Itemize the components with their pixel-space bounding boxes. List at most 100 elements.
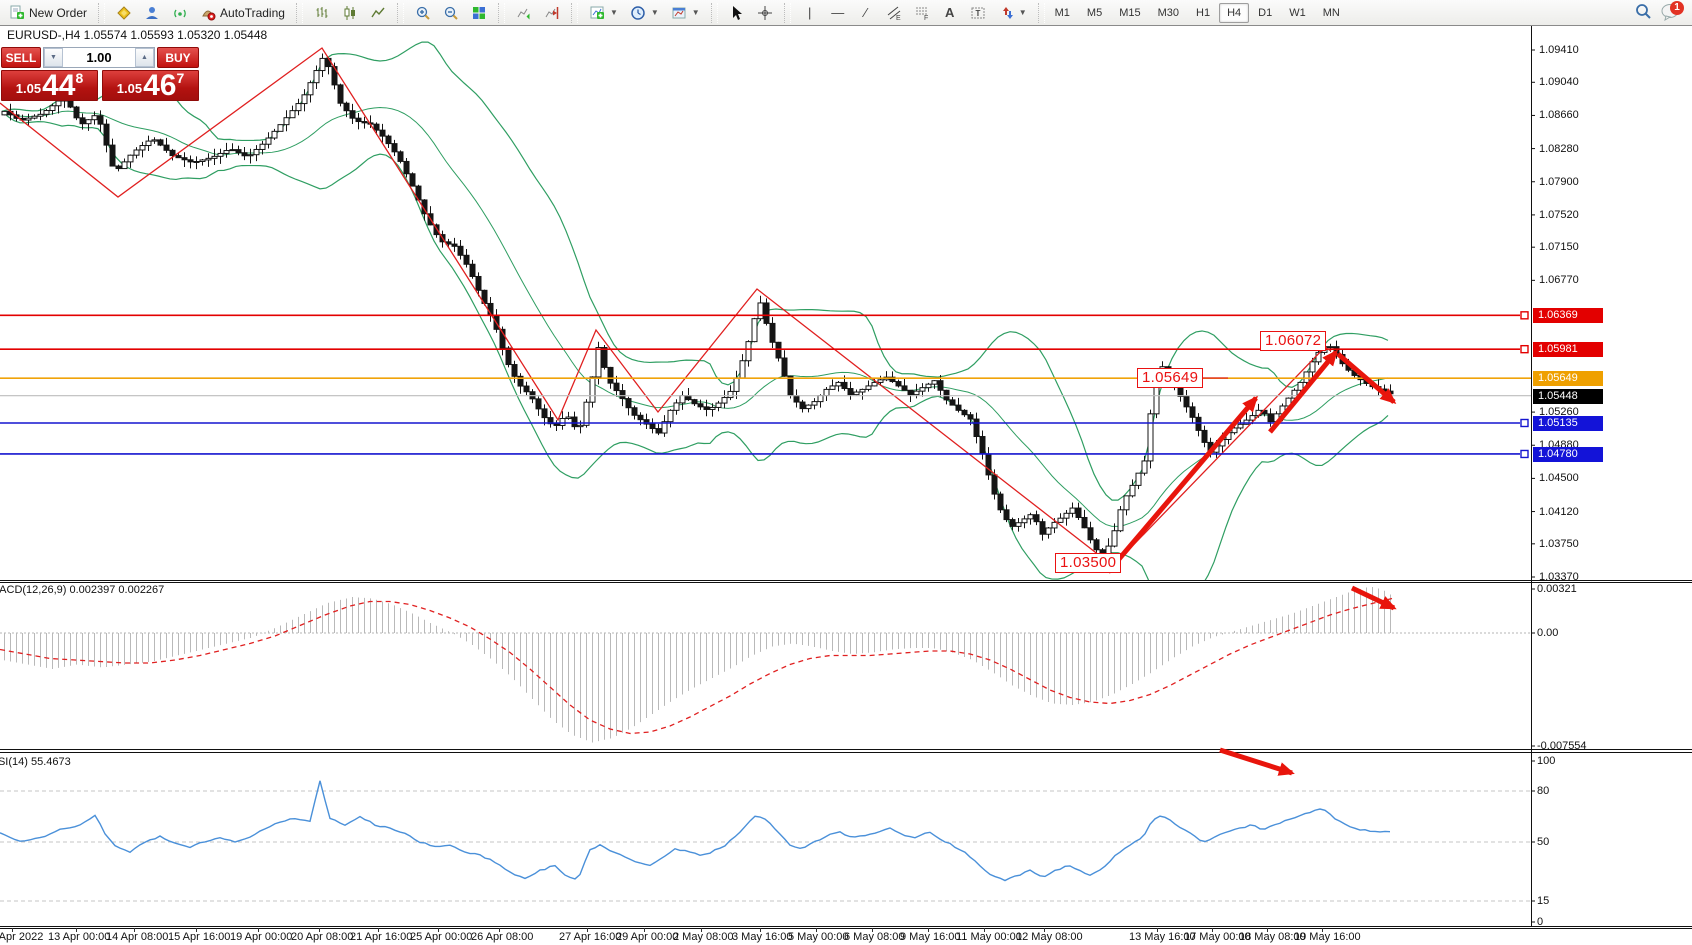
candlestick-button[interactable] — [336, 2, 364, 24]
bollinger-upper-band — [1, 41, 1389, 501]
chevron-down-icon: ▼ — [609, 8, 618, 17]
profile-icon — [144, 5, 160, 21]
sell-price-sup: 8 — [75, 70, 84, 86]
candlestick-icon — [342, 5, 358, 21]
shapes-button[interactable]: ▼ — [992, 2, 1033, 24]
cursor-button[interactable] — [723, 2, 751, 24]
buy-price-display[interactable]: 1.05 46 7 — [102, 70, 199, 101]
buy-price-big: 46 — [143, 69, 177, 102]
timeframe-D1[interactable]: D1 — [1258, 6, 1273, 19]
notification-badge: 1 — [1670, 0, 1684, 15]
chart-shift-icon — [544, 5, 560, 21]
buy-price-prefix: 1.05 — [116, 81, 143, 96]
toolbar-separator — [570, 2, 578, 23]
line-chart-button[interactable] — [364, 2, 392, 24]
autotrading-icon — [200, 5, 216, 21]
trendline-icon: ∕ — [864, 4, 867, 20]
svg-text:E: E — [896, 15, 901, 21]
new-order-icon — [9, 5, 25, 21]
line-chart-icon — [370, 5, 386, 21]
cursor-icon — [729, 5, 745, 21]
timeframe-H4[interactable]: H4 — [1219, 2, 1250, 23]
timeframe-M15[interactable]: M15 — [1119, 6, 1141, 19]
chat-icon[interactable]: 1 — [1660, 0, 1684, 23]
sell-price-display[interactable]: 1.05 44 8 — [1, 70, 98, 101]
channel-button[interactable]: E — [880, 2, 908, 24]
indicators-button[interactable]: ▼ — [583, 2, 624, 24]
timeframe-MN[interactable]: MN — [1322, 6, 1340, 19]
fibonacci-icon: F — [914, 5, 930, 21]
macd-histogram — [4, 587, 1391, 743]
level-endpoint-marker[interactable] — [1520, 344, 1529, 354]
crosshair-button[interactable] — [751, 2, 779, 24]
macd-trend-arrow[interactable] — [1350, 585, 1397, 611]
main-toolbar: New Order AutoTrading ▼ ▼ ▼ — [0, 0, 1692, 26]
chevron-down-icon: ▼ — [1018, 8, 1027, 17]
bollinger-middle-band — [1, 107, 1389, 527]
trendline-button[interactable]: ∕ — [852, 3, 880, 23]
trend-arrow[interactable] — [1336, 352, 1397, 404]
toolbar-separator — [396, 2, 404, 23]
bar-chart-icon — [314, 5, 330, 21]
level-endpoint-marker[interactable] — [1520, 311, 1529, 320]
zoom-in-icon — [415, 5, 431, 21]
timeframe-M30[interactable]: M30 — [1157, 6, 1180, 19]
search-icon[interactable] — [1634, 2, 1652, 23]
zoom-out-button[interactable] — [437, 2, 465, 24]
pattern-zigzag-line — [0, 47, 1327, 567]
buy-price-sup: 7 — [176, 70, 185, 86]
volume-increase-button[interactable]: ▲ — [135, 48, 154, 67]
auto-scroll-button[interactable] — [510, 2, 538, 24]
label-icon: T — [970, 5, 986, 21]
new-order-button[interactable]: New Order — [3, 2, 93, 24]
level-endpoint-marker[interactable] — [1520, 418, 1529, 428]
auto-scroll-icon — [516, 5, 532, 21]
text-icon: A — [945, 4, 955, 20]
timeframe-M5[interactable]: M5 — [1086, 6, 1103, 19]
templates-button[interactable]: ▼ — [665, 2, 706, 24]
trend-arrow[interactable] — [1268, 349, 1338, 434]
autotrading-button[interactable]: AutoTrading — [194, 2, 291, 24]
templates-icon — [671, 5, 687, 21]
macd-signal-line — [0, 597, 1393, 735]
timeframe-W1[interactable]: W1 — [1289, 6, 1306, 19]
main-chart-area[interactable] — [0, 41, 1394, 607]
timeframe-group: M1 M5 M15 M30 H1 H4 D1 W1 MN — [1047, 2, 1348, 23]
svg-text:T: T — [975, 9, 980, 18]
periods-button[interactable]: ▼ — [624, 2, 665, 24]
indicators-icon — [589, 5, 605, 21]
fibonacci-button[interactable]: F — [908, 2, 936, 24]
sell-price-prefix: 1.05 — [15, 81, 42, 96]
signals-button[interactable] — [166, 2, 194, 24]
label-button[interactable]: T — [964, 2, 992, 24]
bar-chart-button[interactable] — [308, 2, 336, 24]
volume-input[interactable] — [63, 48, 135, 67]
sell-button[interactable]: SELL — [1, 47, 41, 68]
text-button[interactable]: A — [936, 3, 964, 23]
horizontal-line-button[interactable]: — — [824, 3, 852, 23]
rsi-line — [0, 780, 1391, 882]
zoom-in-button[interactable] — [409, 2, 437, 24]
buy-button[interactable]: BUY — [157, 47, 199, 68]
volume-decrease-button[interactable]: ▼ — [44, 48, 63, 67]
vertical-line-button[interactable]: | — [796, 3, 824, 23]
toolbar-separator — [783, 2, 791, 23]
vertical-line-icon: | — [808, 4, 812, 20]
timeframe-H1[interactable]: H1 — [1196, 6, 1211, 19]
trend-arrow[interactable] — [1106, 395, 1258, 574]
chart-shift-button[interactable] — [538, 2, 566, 24]
timeframe-M1[interactable]: M1 — [1054, 6, 1070, 19]
tile-windows-button[interactable] — [465, 2, 493, 24]
crosshair-icon — [757, 5, 773, 21]
funds-button[interactable] — [110, 2, 138, 24]
svg-text:F: F — [924, 15, 928, 21]
toolbar-separator — [1037, 2, 1045, 23]
rsi-trend-arrow[interactable] — [1219, 747, 1295, 776]
chevron-down-icon: ▼ — [650, 8, 659, 17]
chart-title: EURUSD-,H4 1.05574 1.05593 1.05320 1.054… — [7, 28, 268, 42]
funds-icon — [116, 5, 132, 21]
profile-button[interactable] — [138, 2, 166, 24]
level-endpoint-marker[interactable] — [1520, 449, 1529, 459]
